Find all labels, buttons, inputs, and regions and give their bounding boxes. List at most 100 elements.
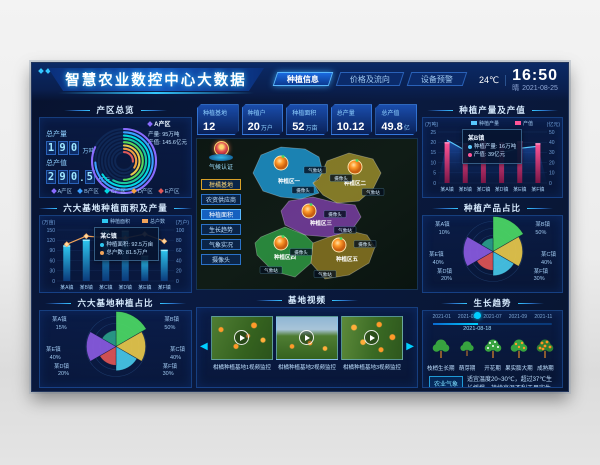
map-region-种植区四[interactable] xyxy=(254,226,314,278)
header-bar: 智慧农业数控中心大数据 种植信息 价格及流向 设备预警 24℃ 16:50 晴 202… xyxy=(32,63,568,101)
carousel-next-icon[interactable]: ▶ xyxy=(406,341,414,353)
video-thumbnail-3[interactable] xyxy=(341,316,403,360)
map-layer-button-5[interactable]: 气象实况 xyxy=(201,239,241,250)
svg-text:摄像头: 摄像头 xyxy=(296,187,310,194)
temperature-value: 24℃ xyxy=(479,75,507,86)
svg-text:40: 40 xyxy=(549,140,555,146)
timeline-tick: 2021-07 xyxy=(483,314,502,320)
panel-title: 产区总览 xyxy=(96,105,135,115)
video-card-3[interactable]: 柑橘种植基地3视频监控 xyxy=(341,316,403,371)
region-radial-chart xyxy=(85,124,163,197)
stat-card-2: 种植户 20万户 xyxy=(242,104,284,135)
svg-text:某C镇: 某C镇 xyxy=(477,186,491,193)
panel-yield-value: 种植产量及产值 0 0 5 10 10 20 15 30 20 40 25 50 (万吨) (亿元) 某A镇… xyxy=(422,103,563,198)
svg-text:30: 30 xyxy=(49,269,55,275)
panel-title: 六大基地种植占比 xyxy=(77,298,154,308)
map-layer-buttons: 柑橘基地农资供应商种植面积生长趋势气象实况摄像头 xyxy=(201,179,241,265)
svg-text:某A镇: 某A镇 xyxy=(440,186,453,193)
play-icon[interactable] xyxy=(299,330,314,345)
timeline-current-date: 2021-08-18 xyxy=(463,326,492,332)
panel-title: 种植产量及产值 xyxy=(459,105,526,115)
weather-indicator-chip[interactable]: 农业气象指标 xyxy=(429,376,463,387)
svg-text:(亿元): (亿元) xyxy=(547,121,561,128)
svg-text:摄像头: 摄像头 xyxy=(334,175,348,182)
total-output-label: 总产量 xyxy=(46,131,67,138)
clock-widget: 24℃ 16:50 晴 2021-08-25 xyxy=(479,68,558,93)
svg-text:种植产量: 种植产量 xyxy=(479,120,499,127)
badge-label: 气候认证 xyxy=(208,165,233,171)
map-layer-button-2[interactable]: 农资供应商 xyxy=(201,194,241,205)
rose-label-某B镇: 某B镇 50% xyxy=(164,317,179,331)
svg-text:25: 25 xyxy=(430,130,436,136)
svg-text:(万吨): (万吨) xyxy=(425,121,439,128)
header-tab-1[interactable]: 种植信息 xyxy=(272,72,334,86)
panel-title: 种植产品占比 xyxy=(463,203,521,213)
growth-timeline: 2021-01 2021-03 2021-07 2021-09 2021-11 2021… xyxy=(429,311,556,336)
map-layer-button-6[interactable]: 摄像头 xyxy=(201,254,241,265)
video-card-1[interactable]: 柑橘种植基地1视频监控 xyxy=(211,316,273,371)
rose-label-某F镇: 某F镇 30% xyxy=(533,268,548,283)
svg-text:摄像头: 摄像头 xyxy=(328,211,342,218)
video-card-2[interactable]: 柑橘种植基地2视频监控 xyxy=(276,316,338,371)
svg-text:30: 30 xyxy=(549,150,555,156)
timeline-slider-handle[interactable] xyxy=(473,311,481,319)
map-layer-button-4[interactable]: 生长趋势 xyxy=(201,224,241,235)
svg-text:某F镇: 某F镇 xyxy=(531,186,544,193)
timeline-track[interactable] xyxy=(433,323,552,325)
rose-label-某E镇: 某E镇 40% xyxy=(46,347,61,361)
svg-text:150: 150 xyxy=(47,228,56,234)
chart-tooltip: 某C镇 种植面积: 92.5万亩 总户数: 81.5万户 xyxy=(94,226,160,262)
map-layer-button-1[interactable]: 柑橘基地 xyxy=(201,179,241,190)
header-tab-3[interactable]: 设备预警 xyxy=(406,72,468,86)
svg-text:气象站: 气象站 xyxy=(264,267,278,274)
rose-label-某D镇: 某D镇 20% xyxy=(437,268,452,283)
svg-text:某D镇: 某D镇 xyxy=(118,284,132,291)
play-icon[interactable] xyxy=(234,330,249,345)
overview-kpis: 总产量 1 9 0 万吨 总产值 2 9 0. 5 亿元 xyxy=(46,126,112,184)
panel-production-overview: 产区总览 总产量 1 9 0 万吨 总产值 2 9 0. 5 亿元 A产区 产量: 95万吨 … xyxy=(39,103,192,198)
carousel-prev-icon[interactable]: ◀ xyxy=(200,341,208,353)
legend-item-C产区[interactable]: C产区 xyxy=(104,187,126,195)
video-caption: 柑橘种植基地3视频监控 xyxy=(342,365,402,371)
map-layer-button-3[interactable]: 种植面积 xyxy=(201,209,241,220)
legend-item-A产区[interactable]: A产区 xyxy=(50,187,72,195)
weather-label: 晴 xyxy=(512,85,520,92)
svg-text:某B镇: 某B镇 xyxy=(80,284,93,291)
growth-stage-label: 成熟期 xyxy=(537,366,554,372)
svg-text:某E镇: 某E镇 xyxy=(513,186,526,193)
svg-text:种植区一: 种植区一 xyxy=(277,177,301,185)
radial-tooltip: A产区 产量: 95万吨 产值: 145.6亿元 xyxy=(147,121,187,147)
svg-text:20: 20 xyxy=(549,160,555,166)
map-panel: 气候认证 柑橘基地 农资供应商 种植面积 生长趋势 气象实况 摄像头 种植区一 气象站 摄像头… xyxy=(196,138,418,290)
map-region-种植区一[interactable] xyxy=(252,146,324,200)
header-tab-2[interactable]: 价格及流向 xyxy=(335,72,405,86)
video-thumbnail-2[interactable] xyxy=(276,316,338,360)
rose-label-某E镇: 某E镇 40% xyxy=(429,252,444,266)
rose-label-某C镇: 某C镇 40% xyxy=(170,347,185,361)
growth-stage-4: 果实膨大期 xyxy=(505,337,533,372)
timeline-tick: 2021-09 xyxy=(508,314,528,320)
svg-text:气象站: 气象站 xyxy=(318,271,332,278)
growth-stage-3: 开花期 xyxy=(480,337,505,372)
legend-item-D产区[interactable]: D产区 xyxy=(130,187,153,195)
play-icon[interactable] xyxy=(364,330,379,345)
video-caption: 柑橘种植基地1视频监控 xyxy=(212,365,272,371)
legend-item-B产区[interactable]: B产区 xyxy=(77,187,99,195)
certification-badge: 气候认证 xyxy=(205,141,237,171)
svg-text:总户数: 总户数 xyxy=(150,218,165,225)
svg-text:种植区三: 种植区三 xyxy=(309,219,333,227)
svg-text:(万户): (万户) xyxy=(176,219,190,226)
timeline-tick: 2021-01 xyxy=(432,314,451,320)
time-value: 16:50 xyxy=(512,67,558,84)
video-thumbnail-1[interactable] xyxy=(211,316,273,360)
svg-text:某B镇: 某B镇 xyxy=(459,186,472,193)
svg-text:120: 120 xyxy=(47,238,56,244)
legend-item-E产区[interactable]: E产区 xyxy=(157,187,179,195)
rose-label-某C镇: 某C镇 40% xyxy=(541,252,556,266)
svg-text:某E镇: 某E镇 xyxy=(138,284,151,291)
svg-text:10: 10 xyxy=(549,171,555,177)
svg-text:摄像头: 摄像头 xyxy=(358,241,372,248)
dashboard: 智慧农业数控中心大数据 种植信息 价格及流向 设备预警 24℃ 16:50 晴 202… xyxy=(31,62,569,392)
svg-text:产值: 产值 xyxy=(523,120,533,127)
panel-base-share: 六大基地种植占比 某B镇 50% 某C镇 40% 某F镇 30% 某D镇 20% 某E镇 40% 某… xyxy=(39,296,192,388)
